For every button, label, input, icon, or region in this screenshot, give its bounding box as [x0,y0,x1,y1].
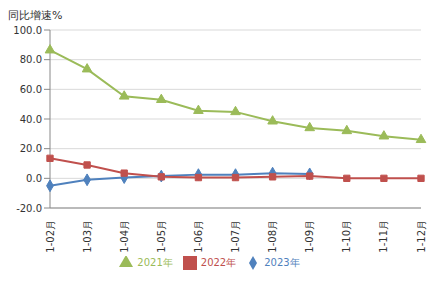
svg-text:1-05月: 1-05月 [156,220,167,253]
html-text:2021年: 2021年 [137,257,173,268]
svg-text:1-07月: 1-07月 [230,220,241,253]
svg-text:1-11月: 1-11月 [378,220,389,253]
html-text:2022年: 2022年 [200,257,237,268]
svg-text:1-09月: 1-09月 [304,220,315,253]
svg-text:20.0: 20.0 [20,143,42,154]
svg-text:80.0: 80.0 [20,54,42,65]
html-text:同比增速%: 同比增速% [8,9,63,22]
svg-text:40.0: 40.0 [20,114,42,125]
svg-text:1-03月: 1-03月 [82,220,93,253]
svg-text:60.0: 60.0 [20,84,42,95]
svg-text:1-02月: 1-02月 [45,220,56,253]
svg-text:1-08月: 1-08月 [267,220,278,253]
svg-text:-20.0: -20.0 [16,203,42,214]
html-text:2023年: 2023年 [264,257,300,268]
svg-text:1-06月: 1-06月 [193,220,204,253]
svg-text:100.0: 100.0 [13,25,42,36]
svg-text:1-12月: 1-12月 [416,220,427,253]
svg-text:0.0: 0.0 [26,173,42,184]
svg-text:1-04月: 1-04月 [119,220,130,253]
svg-text:1-10月: 1-10月 [341,220,352,253]
